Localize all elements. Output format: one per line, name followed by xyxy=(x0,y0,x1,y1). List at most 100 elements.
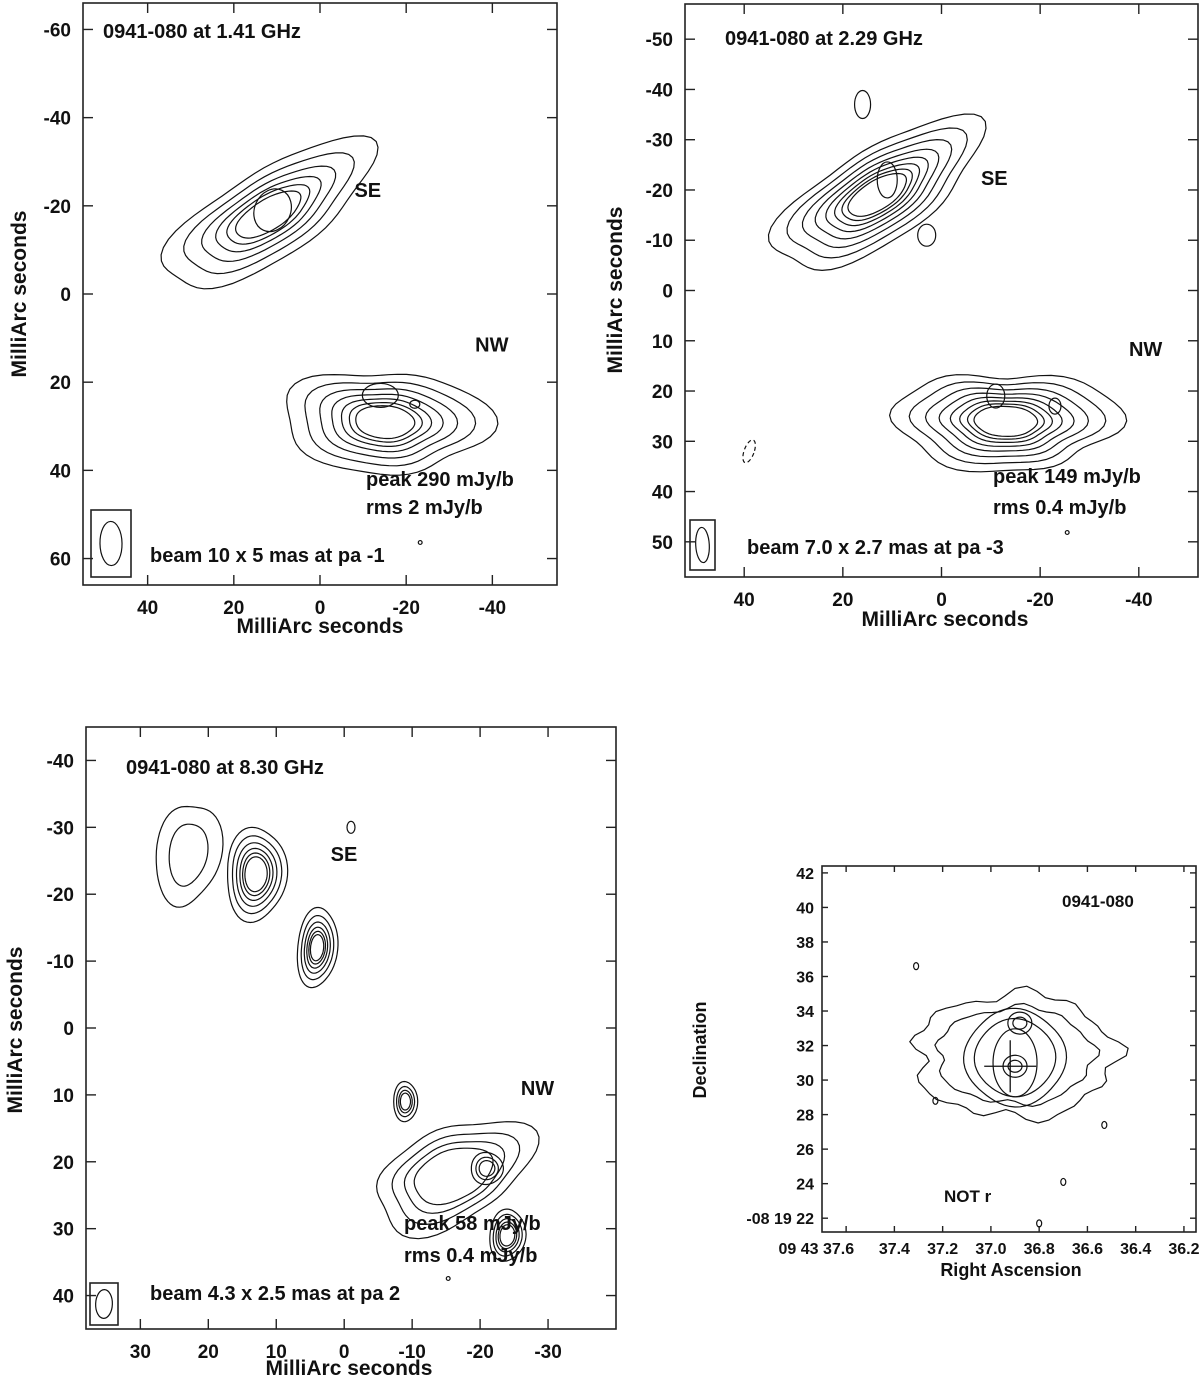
contour-line xyxy=(495,1217,520,1253)
contour-line xyxy=(913,962,920,971)
contour-line xyxy=(300,915,335,981)
x-tick-label: -40 xyxy=(1125,590,1152,611)
contour-line xyxy=(391,1132,521,1226)
component-label-se: SE xyxy=(354,180,381,202)
contour-line xyxy=(393,1080,419,1123)
y-tick-label: -40 xyxy=(47,751,74,772)
plot-frame xyxy=(82,2,558,586)
beam-ellipse xyxy=(695,526,710,564)
contour-line xyxy=(239,847,274,901)
contour-line xyxy=(413,1147,494,1206)
contour-line xyxy=(909,985,1129,1124)
contour-line xyxy=(235,842,278,907)
contour-line xyxy=(499,1224,516,1247)
chart-title: 0941-080 at 8.30 GHz xyxy=(126,757,324,779)
x-tick-labels: 30 20 10 0 -10 -20 -30 xyxy=(130,1342,562,1363)
y-tick-label: -08 19 22 xyxy=(746,1211,814,1228)
peak-flux-text: peak 290 mJy/b xyxy=(366,469,514,491)
beam-shape xyxy=(695,526,710,564)
y-tick-label: 32 xyxy=(796,1039,814,1056)
contour-line xyxy=(966,403,1045,440)
contour-line xyxy=(234,190,302,239)
y-tick-label: 40 xyxy=(50,461,71,482)
contour-line xyxy=(304,381,477,467)
x-axis-label: MilliArc seconds xyxy=(862,608,1029,631)
x-tick-label: 37.0 xyxy=(975,1241,1006,1258)
y-tick-label: 20 xyxy=(53,1153,74,1174)
contour-line xyxy=(841,168,913,222)
contour-line xyxy=(959,400,1054,443)
beam-size-text: beam 10 x 5 mas at pa -1 xyxy=(150,545,385,567)
axis-ticks xyxy=(86,727,616,1329)
contour-line xyxy=(786,127,968,259)
beam-shape xyxy=(95,1289,113,1319)
x-tick-label: -20 xyxy=(466,1342,493,1363)
y-tick-labels: -08 19 22 24 26 28 30 32 34 36 38 40 42 xyxy=(746,866,814,1228)
contour-line xyxy=(215,175,322,253)
contour-line xyxy=(949,396,1063,447)
x-tick-label: -20 xyxy=(392,598,419,619)
x-tick-label: 36.4 xyxy=(1120,1241,1151,1258)
y-tick-label: -40 xyxy=(646,80,673,101)
position-cross-marker xyxy=(984,1040,1037,1093)
y-tick-label: 20 xyxy=(50,373,71,394)
contour-line xyxy=(355,405,416,440)
y-tick-label: -40 xyxy=(44,109,71,130)
x-tick-label: 20 xyxy=(832,590,853,611)
rms-noise-text: rms 2 mJy/b xyxy=(366,497,483,519)
contour-line xyxy=(331,393,444,453)
contour-line xyxy=(992,1028,1038,1098)
contour-line xyxy=(833,163,921,227)
x-tick-label: 36.6 xyxy=(1072,1241,1103,1258)
y-axis-label: MilliArc seconds xyxy=(8,211,31,378)
y-tick-label: 0 xyxy=(63,1019,74,1040)
y-tick-label: 30 xyxy=(652,432,673,453)
chart-title: 0941-080 at 1.41 GHz xyxy=(103,21,301,43)
x-tick-label: 20 xyxy=(198,1342,219,1363)
contour-line xyxy=(340,398,433,447)
panel-optical-not-r: -08 19 22 24 26 28 30 32 34 36 38 40 42 09 43 37.6… xyxy=(690,865,1200,1280)
contour-line xyxy=(253,188,292,233)
contour-line xyxy=(242,852,271,897)
contour-line xyxy=(876,161,898,199)
contour-line xyxy=(168,823,209,887)
contour-line xyxy=(938,392,1075,452)
y-axis-label: MilliArc seconds xyxy=(604,207,627,374)
degree-symbol: ° xyxy=(1064,528,1070,545)
y-tick-label: 10 xyxy=(652,332,673,353)
y-tick-label: -10 xyxy=(47,952,74,973)
y-tick-label: 38 xyxy=(796,935,814,952)
contour-line xyxy=(227,826,289,924)
contour-line xyxy=(296,906,339,989)
contour-line xyxy=(888,374,1128,473)
contour-line xyxy=(801,138,953,249)
contour-line xyxy=(319,388,459,459)
contour-line xyxy=(396,1085,416,1118)
component-label-nw: NW xyxy=(475,334,508,356)
beam-box xyxy=(90,509,132,578)
contour-line xyxy=(306,926,329,969)
y-tick-labels: 40 30 20 10 0 -10 -20 -30 -40 xyxy=(47,751,74,1307)
x-tick-label: 20 xyxy=(223,598,244,619)
x-tick-label: -40 xyxy=(479,598,506,619)
contour-line xyxy=(847,172,907,217)
axis-ticks xyxy=(685,4,1198,577)
contour-line xyxy=(1048,397,1062,415)
y-tick-label: 30 xyxy=(796,1073,814,1090)
beam-box xyxy=(689,519,716,571)
contour-line xyxy=(934,1002,1101,1108)
contour-line xyxy=(475,1156,499,1181)
contour-line xyxy=(309,933,325,962)
y-tick-labels: 60 40 20 0 -20 -40 -60 xyxy=(44,20,71,570)
contour-line xyxy=(962,1007,1068,1108)
y-tick-label: 0 xyxy=(662,282,673,303)
contour-line xyxy=(286,373,499,476)
x-tick-label: 40 xyxy=(734,590,755,611)
x-tick-label: 10 xyxy=(266,1342,287,1363)
contour-line xyxy=(1012,1016,1028,1030)
contour-line xyxy=(767,113,987,272)
y-tick-label: -10 xyxy=(646,231,673,252)
x-tick-labels: 09 43 37.6 37.4 37.2 37.0 36.8 36.6 36.4 36.2 xyxy=(779,1241,1200,1258)
chart-title: 0941-080 xyxy=(1062,892,1134,911)
filter-label: NOT r xyxy=(944,1187,992,1206)
